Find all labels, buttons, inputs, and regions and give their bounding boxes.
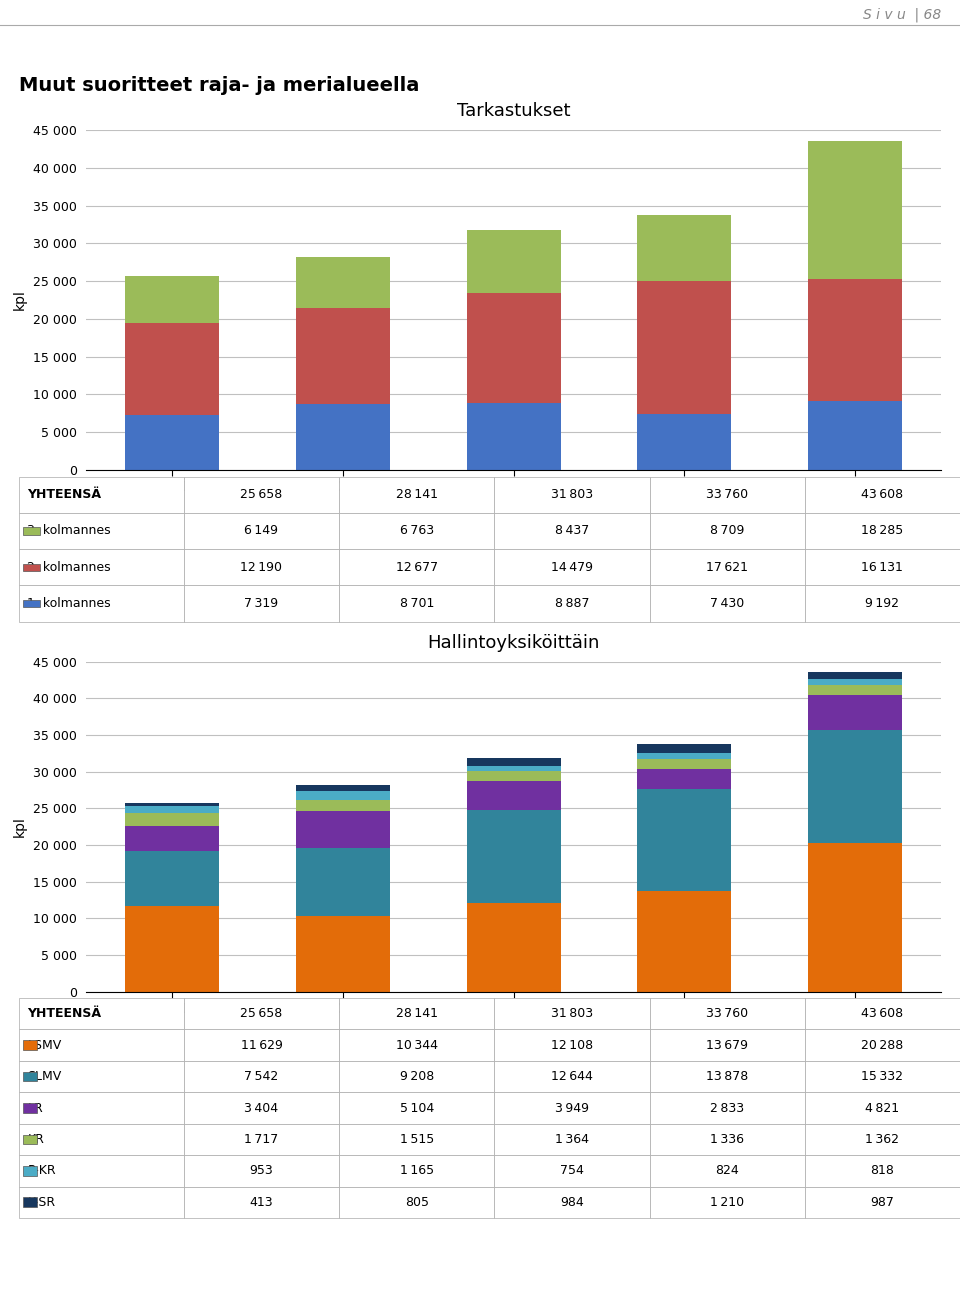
Bar [467,771,561,781]
Bar [808,730,902,842]
Bar [808,685,902,695]
Bar [637,768,732,789]
Bar [125,825,219,852]
Bar [125,852,219,906]
Bar [467,781,561,810]
Bar [808,400,902,469]
Bar [23,1166,37,1176]
Bar [296,309,390,404]
Bar [125,276,219,322]
Text: S i v u  | 68: S i v u | 68 [862,8,941,22]
Bar [808,672,902,679]
Bar [125,906,219,991]
Bar [296,404,390,469]
Bar [296,257,390,309]
Bar [808,141,902,279]
Bar [808,279,902,400]
Bar [296,811,390,848]
Bar [296,799,390,811]
Bar [23,600,40,608]
Bar [296,848,390,915]
Bar [23,1103,37,1112]
Bar [637,789,732,891]
Bar [125,814,219,825]
Bar [23,1041,37,1050]
Bar [808,842,902,991]
Bar [637,891,732,991]
Bar [808,695,902,730]
Bar [637,215,732,280]
Bar [125,322,219,415]
Bar [125,415,219,469]
Text: Muut suoritteet raja- ja merialueella: Muut suoritteet raja- ja merialueella [19,76,420,95]
Title: Hallintoyksiköittäin: Hallintoyksiköittäin [427,634,600,652]
Bar [467,810,561,902]
Bar [23,527,40,535]
Bar [296,792,390,799]
Bar [467,902,561,991]
Bar [637,745,732,752]
Bar [23,1197,37,1208]
Bar [637,413,732,469]
Bar [23,1134,37,1145]
Bar [125,806,219,814]
Title: Tarkastukset: Tarkastukset [457,102,570,120]
Bar [467,293,561,403]
Bar [296,785,390,792]
Bar [637,280,732,413]
Bar [808,679,902,685]
Bar [23,1072,37,1081]
Y-axis label: kpl: kpl [13,289,27,310]
Bar [467,403,561,469]
Y-axis label: kpl: kpl [13,816,27,837]
Bar [125,803,219,806]
Bar [23,563,40,571]
Bar [467,230,561,293]
Bar [467,759,561,765]
Bar [296,915,390,991]
Bar [467,765,561,771]
Bar [637,759,732,768]
Bar [637,752,732,759]
